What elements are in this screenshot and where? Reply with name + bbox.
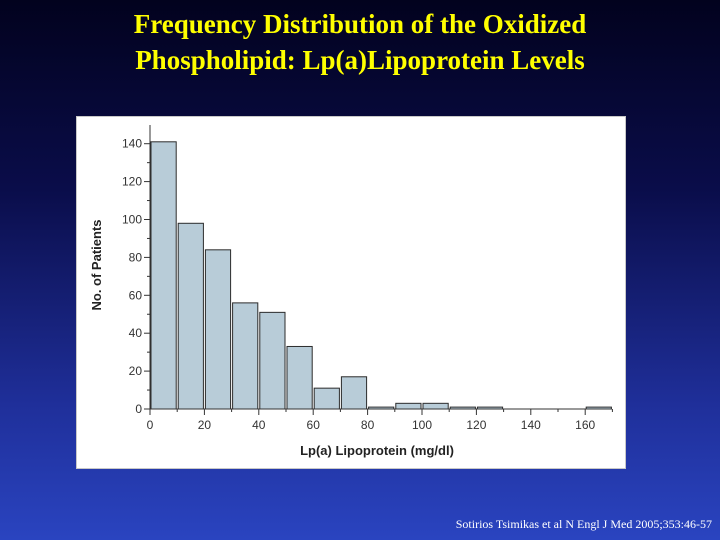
y-tick-label: 60 — [129, 288, 143, 302]
x-tick-label: 120 — [466, 418, 486, 432]
histogram-bar — [340, 376, 368, 410]
histogram-bar — [259, 311, 286, 410]
histogram-bar — [150, 141, 177, 410]
histogram-bar — [286, 345, 313, 410]
x-tick-label: 140 — [521, 418, 541, 432]
histogram-bar — [204, 249, 232, 410]
y-tick-label: 0 — [135, 402, 142, 416]
x-axis-label: Lp(a) Lipoprotein (mg/dl) — [300, 443, 454, 458]
histogram-bar — [395, 402, 422, 410]
y-tick-label: 120 — [122, 175, 142, 189]
y-tick-label: 100 — [122, 213, 142, 227]
x-tick-label: 100 — [412, 418, 432, 432]
slide-title-line2: Phospholipid: Lp(a)Lipoprotein Levels — [135, 45, 585, 75]
x-tick-label: 60 — [307, 418, 321, 432]
y-tick-label: 80 — [129, 250, 143, 264]
histogram-bar — [232, 302, 259, 410]
histogram-bar — [422, 402, 449, 410]
chart-panel: 0 20 40 60 80 100 120 140 0 20 40 60 80 100 120 140 160 … — [76, 116, 626, 469]
y-tick-label: 140 — [122, 137, 142, 151]
slide-title: Frequency Distribution of the Oxidized P… — [0, 6, 720, 78]
x-tick-label: 0 — [147, 418, 154, 432]
histogram-bar — [313, 387, 340, 410]
y-tick-label: 20 — [129, 364, 143, 378]
slide-title-line1: Frequency Distribution of the Oxidized — [133, 9, 587, 39]
y-axis-label: No. of Patients — [89, 219, 104, 310]
histogram-bar — [177, 222, 204, 410]
x-tick-label: 80 — [361, 418, 375, 432]
x-tick-label: 40 — [252, 418, 266, 432]
citation: Sotirios Tsimikas et al N Engl J Med 200… — [455, 517, 712, 531]
y-tick-label: 40 — [129, 326, 143, 340]
x-tick-label: 20 — [198, 418, 212, 432]
x-tick-label: 160 — [575, 418, 595, 432]
